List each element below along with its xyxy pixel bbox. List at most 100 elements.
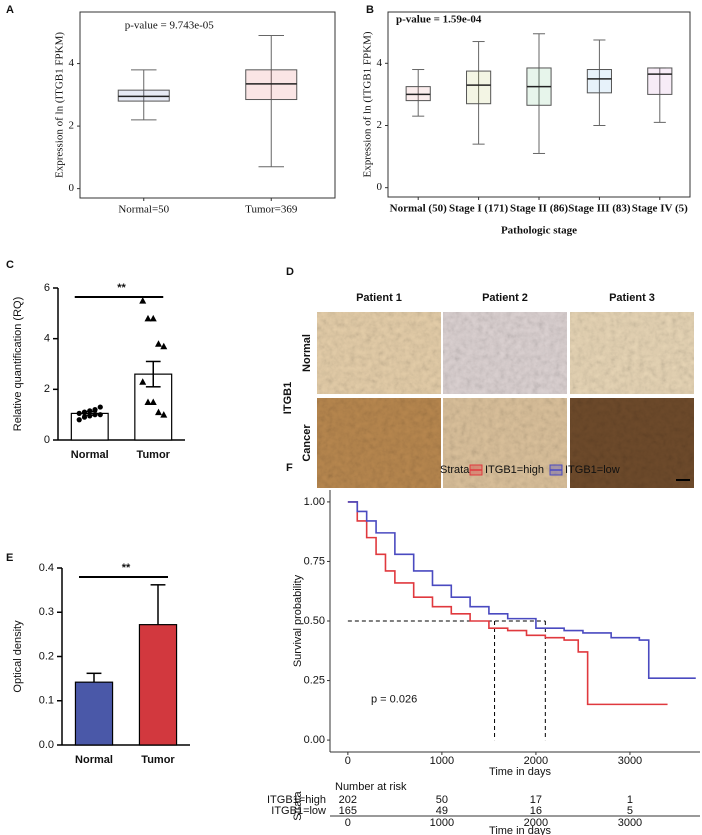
survival-curve	[347, 501, 696, 679]
y-axis-label: Optical density	[12, 620, 24, 693]
x-tick-label: Stage III (83)	[568, 203, 631, 215]
y-tick-label: 4	[377, 57, 383, 69]
risk-time-label: 3000	[618, 817, 642, 829]
data-point	[76, 410, 82, 416]
y-tick-label: 0.50	[304, 615, 325, 627]
annotation: **	[117, 282, 126, 294]
y-axis-label: Expression of ln (ITGB1 FPKM)	[362, 31, 374, 177]
column-title: Patient 3	[609, 292, 655, 304]
y-tick-label: 2	[44, 383, 50, 395]
y-tick-label: 0.0	[39, 739, 54, 751]
risk-time-label: 1000	[430, 817, 454, 829]
box	[586, 69, 612, 94]
risk-count: 1	[627, 794, 633, 806]
y-tick-label: 0.2	[39, 650, 54, 662]
y-axis-label: Relative quantification (RQ)	[12, 297, 24, 432]
y-axis-label: Expression of ln (ITGB1 FPKM)	[54, 32, 66, 178]
legend-label: ITGB1=low	[565, 464, 620, 476]
x-tick-label: Tumor	[137, 449, 171, 461]
data-point	[81, 409, 88, 415]
data-point	[139, 297, 147, 304]
y-tick-label: 6	[44, 282, 50, 294]
box	[466, 70, 492, 105]
y-tick-label: 0.25	[304, 674, 325, 686]
y-tick-label: 0	[377, 181, 383, 193]
risk-count: 5	[627, 805, 633, 817]
data-point	[149, 314, 157, 322]
x-axis-label: Time in days	[489, 766, 551, 778]
x-tick-label: Normal	[71, 449, 109, 461]
data-point	[160, 411, 168, 418]
column-title: Patient 1	[356, 292, 402, 304]
x-tick-label: Normal=50	[118, 204, 169, 216]
annotation: **	[122, 562, 131, 574]
data-point	[155, 408, 163, 416]
panel-label: D	[286, 266, 294, 278]
x-tick-label: 3000	[618, 755, 642, 767]
data-point	[144, 314, 152, 322]
risk-row-name: ITGB1=low	[271, 805, 326, 817]
x-tick-label: 0	[345, 755, 351, 767]
y-tick-label: 2	[69, 120, 75, 132]
y-tick-label: 1.00	[304, 496, 325, 508]
y-tick-label: 0.75	[304, 555, 325, 567]
ihc-texture	[317, 398, 441, 488]
survival-curve	[347, 501, 668, 706]
x-tick-label: Stage II (86)	[510, 203, 568, 215]
ihc-texture	[443, 312, 567, 394]
bar	[74, 681, 114, 746]
y-tick-label: 0.1	[39, 695, 54, 707]
bar	[138, 624, 178, 746]
ihc-texture	[443, 398, 567, 488]
data-point	[87, 413, 93, 419]
data-point	[92, 412, 98, 418]
annotation: p = 0.026	[371, 694, 417, 706]
data-point	[97, 412, 103, 418]
data-point	[76, 417, 82, 423]
y-tick-label: 4	[69, 57, 75, 69]
risk-count: 202	[339, 794, 357, 806]
data-point	[92, 407, 98, 413]
data-point	[160, 342, 168, 350]
plot-frame	[79, 11, 336, 199]
annotation: p-value = 9.743e-05	[125, 20, 214, 32]
legend-title: Strata	[440, 464, 470, 476]
column-title: Patient 2	[482, 292, 528, 304]
data-point	[144, 398, 152, 405]
risk-x-label: Time in days	[489, 825, 551, 835]
risk-count: 16	[530, 805, 542, 817]
x-tick-label: Tumor=369	[245, 204, 298, 216]
box	[117, 89, 170, 102]
y-tick-label: 0	[44, 434, 50, 446]
risk-title: Number at risk	[335, 781, 407, 793]
ihc-texture	[570, 312, 694, 394]
risk-y-label: Strata	[292, 790, 304, 820]
y-tick-label: 0.00	[304, 734, 325, 746]
risk-time-label: 2000	[524, 817, 548, 829]
data-point	[149, 398, 157, 405]
legend-label: ITGB1=high	[485, 464, 544, 476]
marker-title: ITGB1	[282, 382, 294, 414]
risk-row-name: ITGB1=high	[267, 794, 326, 806]
panel-label: B	[366, 4, 374, 16]
ihc-texture	[317, 312, 441, 394]
annotation: p-value = 1.59e-04	[396, 14, 482, 26]
x-tick-label: Tumor	[141, 754, 175, 766]
data-point	[97, 404, 103, 410]
x-tick-label: Normal (50)	[390, 203, 447, 215]
ihc-texture	[570, 398, 694, 488]
panel-label: F	[286, 462, 293, 474]
x-tick-label: Normal	[75, 754, 113, 766]
risk-count: 49	[436, 805, 448, 817]
row-title: Cancer	[301, 424, 313, 462]
y-tick-label: 0.4	[39, 562, 54, 574]
x-axis-label: Pathologic stage	[501, 225, 577, 237]
y-tick-label: 4	[44, 333, 50, 345]
data-point	[81, 414, 88, 420]
y-tick-label: 0.3	[39, 606, 54, 618]
risk-count: 17	[530, 794, 542, 806]
y-tick-label: 2	[377, 119, 383, 131]
x-tick-label: Stage IV (5)	[632, 203, 688, 215]
box	[245, 69, 298, 101]
